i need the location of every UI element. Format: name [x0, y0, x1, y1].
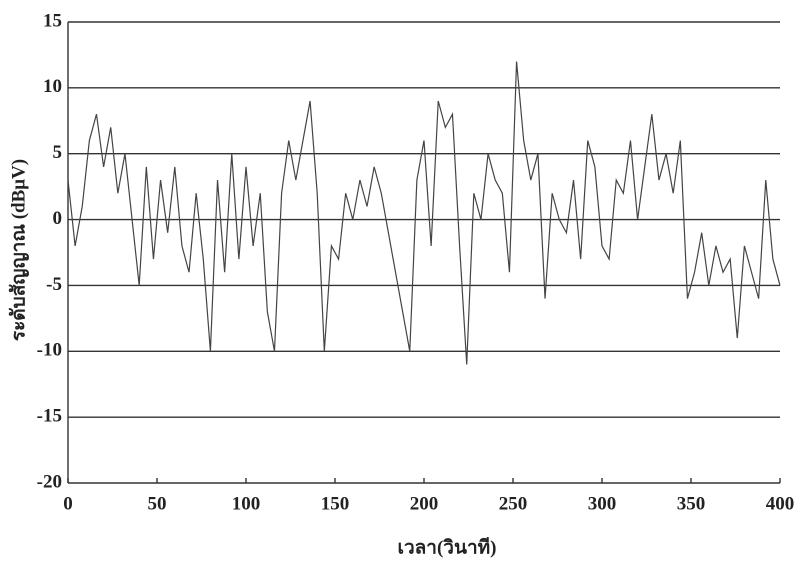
y-tick-label: -5 — [46, 274, 62, 295]
x-tick-label: 150 — [321, 493, 350, 514]
x-tick-label: 50 — [148, 493, 167, 514]
x-tick-label: 300 — [588, 493, 617, 514]
y-tick-label: 0 — [53, 208, 63, 229]
y-tick-label: 15 — [43, 10, 62, 31]
y-axis-label: ระดับสัญญาณ (dBμV) — [8, 159, 29, 341]
x-tick-label: 100 — [232, 493, 261, 514]
x-tick-label: 350 — [677, 493, 706, 514]
x-tick-label: 200 — [410, 493, 439, 514]
y-tick-label: 10 — [43, 76, 62, 97]
y-tick-label: -10 — [37, 340, 62, 361]
y-tick-label: -15 — [37, 406, 62, 427]
x-tick-label: 400 — [766, 493, 795, 514]
x-tick-label: 0 — [63, 493, 73, 514]
x-axis-label: เวลา(วินาที) — [398, 536, 497, 558]
y-tick-label: 5 — [53, 142, 63, 163]
x-tick-label: 250 — [499, 493, 528, 514]
y-tick-label: -20 — [37, 471, 62, 492]
data-line — [67, 61, 781, 365]
